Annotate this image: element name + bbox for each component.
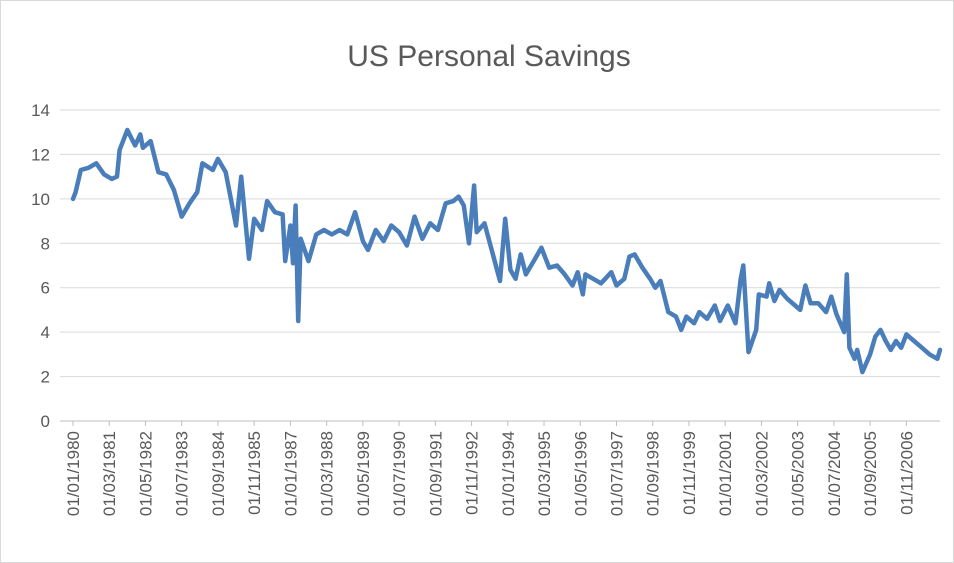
y-tick-label: 4 bbox=[41, 323, 50, 342]
x-tick-label: 01/05/1996 bbox=[571, 431, 590, 516]
x-tick-label: 01/09/2005 bbox=[861, 431, 880, 516]
x-tick-label: 01/03/1981 bbox=[100, 431, 119, 516]
x-tick-label: 01/01/1987 bbox=[281, 431, 300, 516]
y-tick-label: 14 bbox=[31, 101, 50, 120]
x-tick-label: 01/09/1998 bbox=[644, 431, 663, 516]
x-tick-label: 01/07/2004 bbox=[825, 431, 844, 516]
x-tick-label: 01/11/1999 bbox=[680, 431, 699, 515]
x-tick-label: 01/01/2001 bbox=[716, 431, 735, 516]
y-tick-label: 10 bbox=[31, 190, 50, 209]
x-tick-label: 01/03/2002 bbox=[752, 431, 771, 516]
x-tick-label: 01/03/1995 bbox=[535, 431, 554, 516]
x-tick-label: 01/09/1991 bbox=[426, 431, 445, 516]
y-tick-label: 6 bbox=[41, 279, 50, 298]
x-tick-label: 01/05/1989 bbox=[354, 431, 373, 516]
y-tick-label: 0 bbox=[41, 412, 50, 431]
x-tick-label: 01/05/1982 bbox=[136, 431, 155, 516]
x-tick-label: 01/07/1983 bbox=[173, 431, 192, 516]
x-tick-label: 01/05/2003 bbox=[789, 431, 808, 516]
x-tick-label: 01/01/1994 bbox=[499, 431, 518, 516]
chart-title: US Personal Savings bbox=[347, 40, 630, 73]
x-tick-label: 01/03/1988 bbox=[318, 431, 337, 516]
x-tick-label: 01/01/1980 bbox=[64, 431, 83, 516]
y-tick-label: 2 bbox=[41, 368, 50, 387]
y-tick-label: 8 bbox=[41, 234, 50, 253]
series-line bbox=[70, 127, 943, 375]
x-tick-label: 01/07/1997 bbox=[607, 431, 626, 516]
x-tick-label: 01/09/1984 bbox=[209, 431, 228, 516]
x-tick-label: 01/07/1990 bbox=[390, 431, 409, 516]
x-tick-label: 01/11/1992 bbox=[463, 431, 482, 515]
y-tick-label: 12 bbox=[31, 145, 50, 164]
x-tick-label: 01/11/2006 bbox=[897, 431, 916, 515]
x-tick-label: 01/11/1985 bbox=[245, 431, 264, 515]
